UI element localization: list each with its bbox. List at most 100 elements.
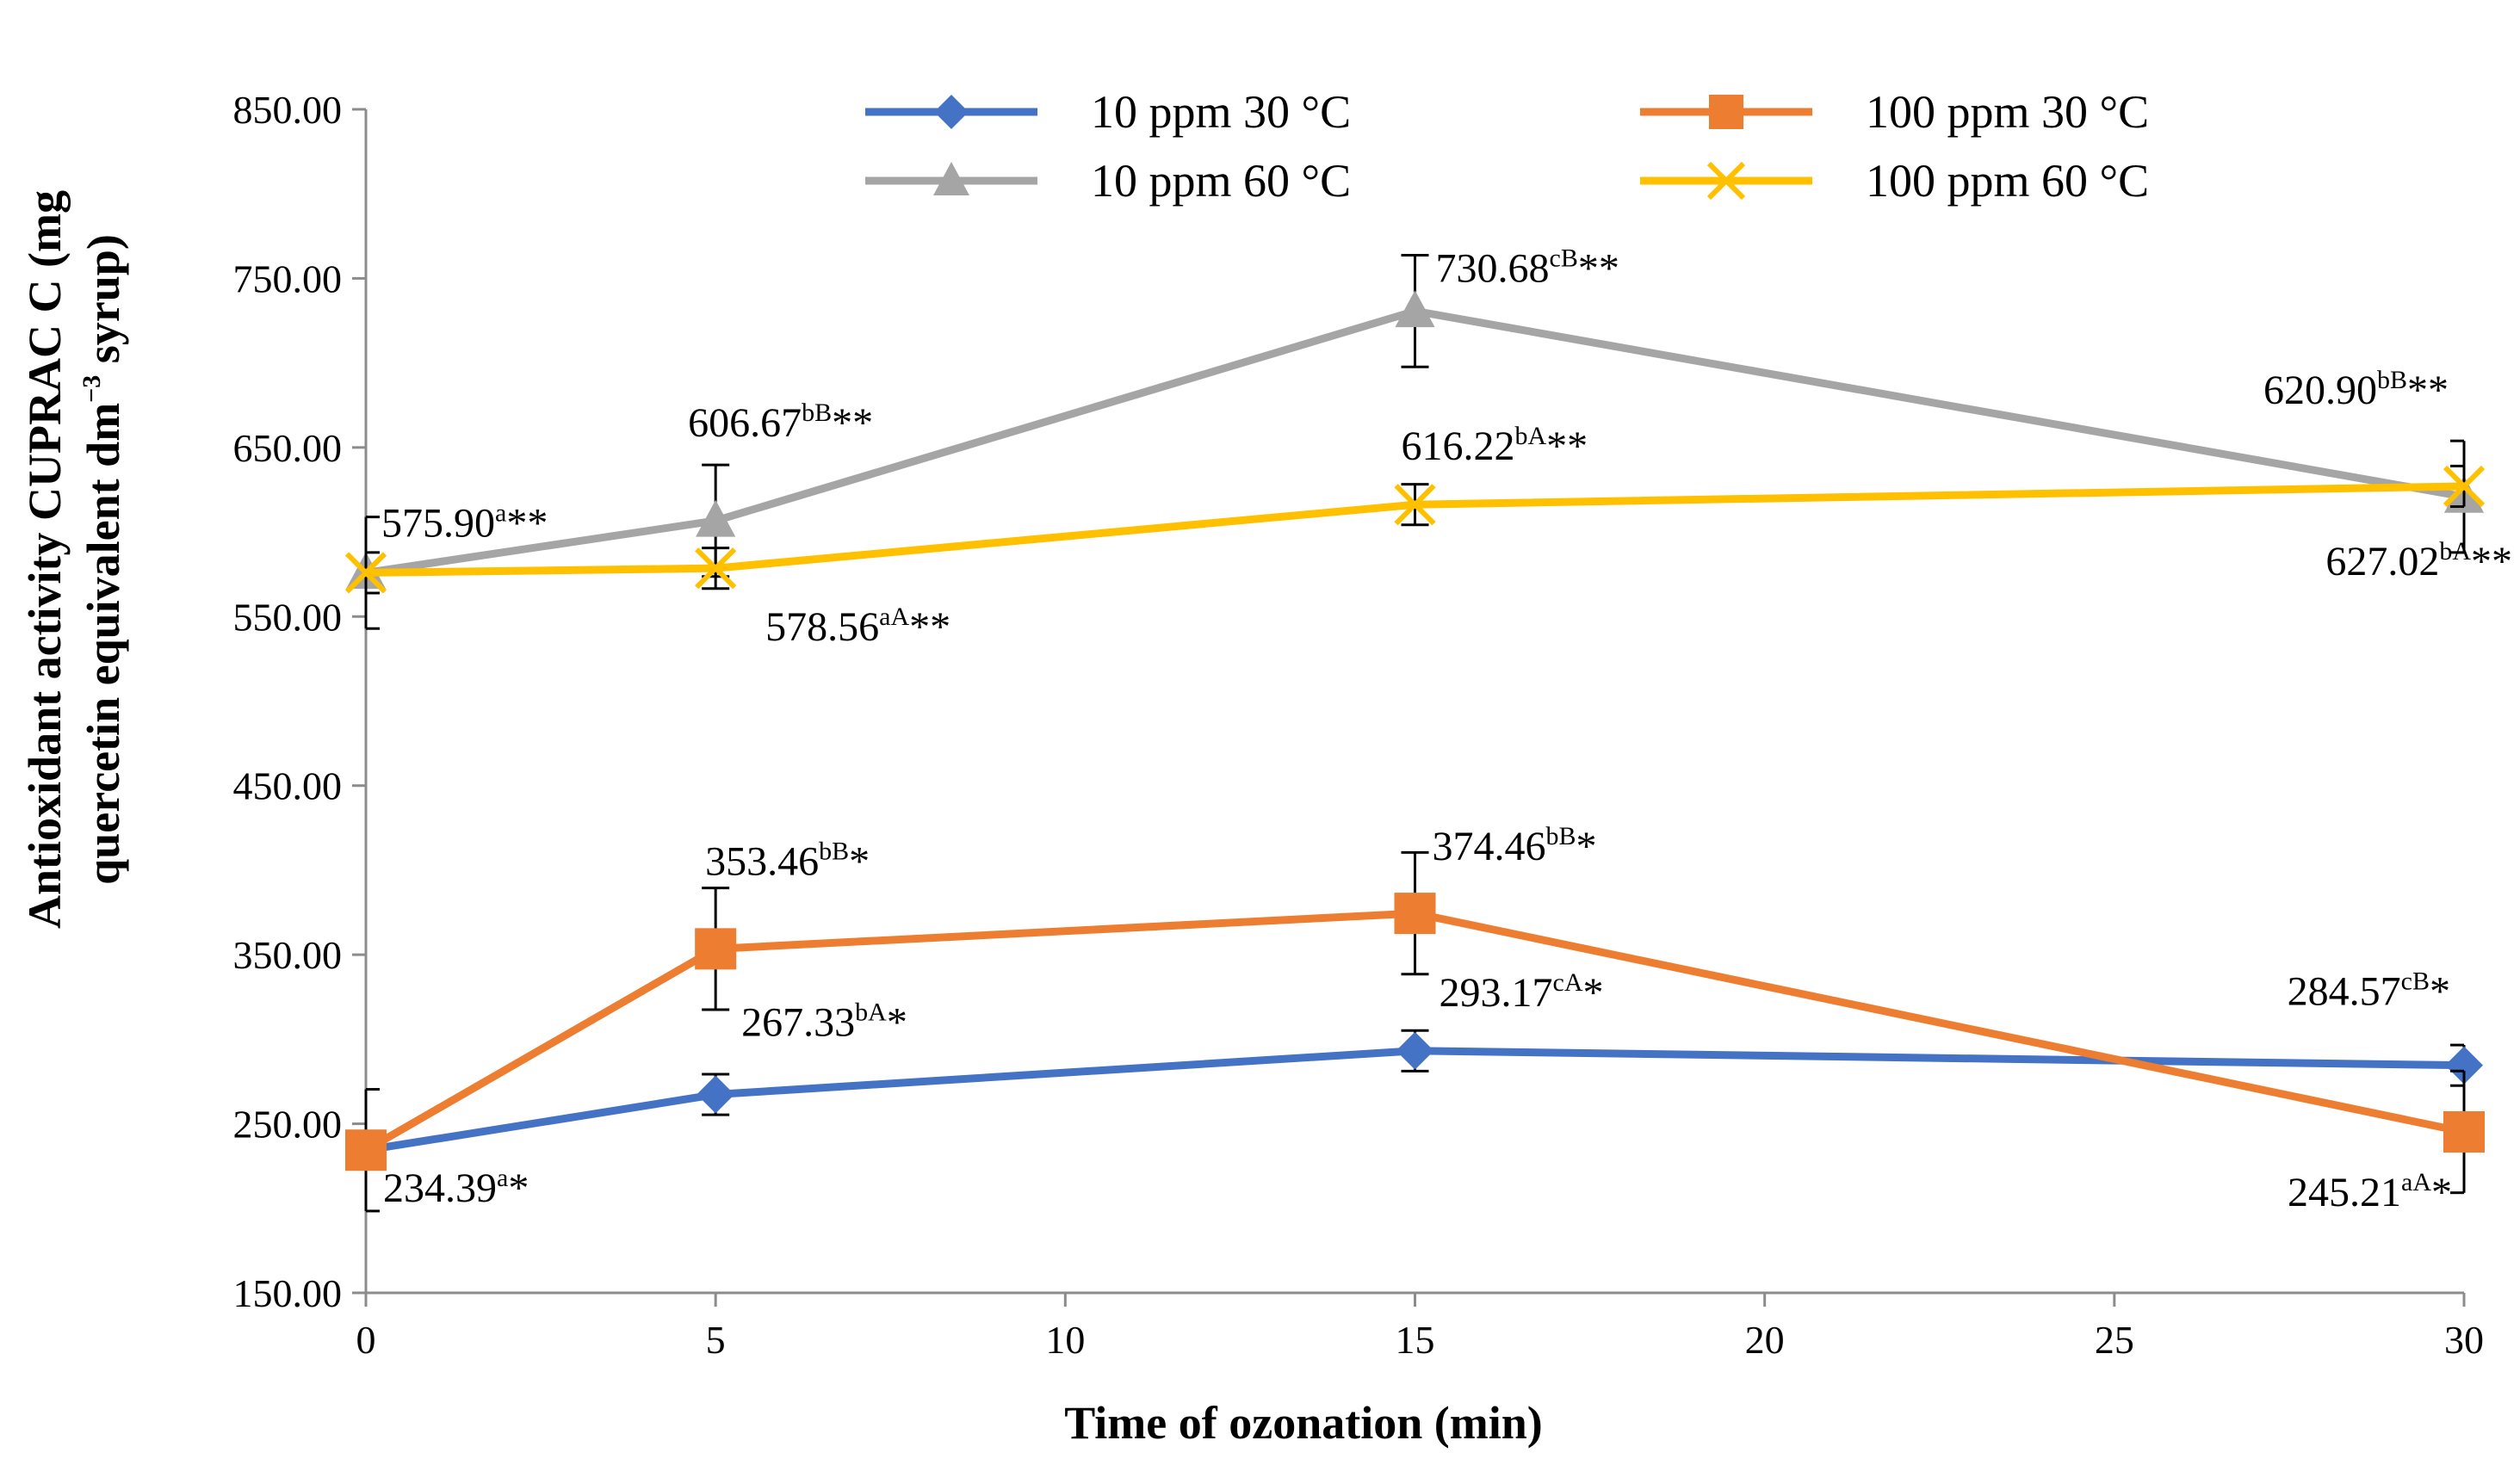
data-labels: 234.39a*267.33bA*293.17cA* 284.57cB*353.4…	[381, 244, 2512, 1215]
y-tick-label: 750.00	[233, 257, 343, 300]
triangle-marker	[933, 162, 969, 195]
data-label-stars: **	[1546, 423, 1588, 469]
x-tick-label: 25	[2095, 1318, 2134, 1362]
legend-entry: 10 ppm 30 °C	[865, 86, 1351, 138]
data-label: 606.67bB**	[688, 399, 873, 446]
data-label-value: 578.56	[765, 604, 879, 650]
data-label-value: 374.46	[1433, 824, 1546, 869]
data-label-stars: *	[508, 1165, 529, 1211]
x-tick-label: 10	[1045, 1318, 1085, 1362]
y-tick-label: 450.00	[233, 764, 343, 808]
x-marker	[344, 552, 387, 594]
x-axis-title: Time of ozonation (min)	[1064, 1397, 1542, 1449]
x-marker	[1394, 484, 1436, 526]
x-marker	[695, 547, 737, 590]
data-label-value: 245.21	[2288, 1170, 2401, 1215]
y-axis-title: Antioxidant activity CUPRAC C (mg querce…	[19, 190, 129, 929]
square-marker	[695, 928, 737, 970]
data-label-stars: **	[1578, 245, 1619, 291]
tick-labels: 150.00 250.00 350.00 450.00 550.00 650.00 750.…	[233, 88, 2485, 1362]
data-label-stars: **	[2471, 539, 2512, 584]
data-label-letters: a	[495, 498, 506, 527]
square-marker	[2443, 1110, 2485, 1153]
y-axis-title-line1: Antioxidant activity CUPRAC C (mg	[19, 190, 71, 929]
legend-entry: 10 ppm 60 °C	[865, 155, 1351, 207]
data-label-value: 575.90	[381, 500, 495, 546]
data-label-stars: *	[887, 1000, 907, 1046]
diamond-marker	[1396, 1031, 1434, 1070]
data-label-value: 620.90	[2263, 368, 2377, 413]
x-marker-stroke	[1394, 484, 1436, 526]
x-marker	[1706, 161, 1746, 201]
data-label-stars: *	[849, 838, 870, 884]
data-label-letters: aA	[2401, 1168, 2431, 1196]
y-tick-label: 350.00	[233, 933, 343, 977]
legend-entry: 100 ppm 30 °C	[1640, 86, 2149, 138]
legend-label: 100 ppm 60 °C	[1866, 155, 2149, 207]
data-label: 620.90bB**	[2263, 366, 2449, 413]
data-label-letters: a	[497, 1164, 508, 1192]
series-line	[363, 909, 2465, 1154]
data-label: 267.33bA*	[741, 998, 907, 1046]
data-label-letters: cB	[1550, 244, 1578, 272]
data-label-value: 627.02	[2325, 539, 2439, 584]
x-marker-stroke	[344, 552, 387, 594]
data-label-stars: **	[2407, 368, 2449, 413]
x-tick-label: 30	[2444, 1318, 2484, 1362]
data-label-stars: **	[506, 500, 548, 546]
x-tick-label: 15	[1396, 1318, 1435, 1362]
y-tick-label: 650.00	[233, 426, 343, 470]
y-tick-label: 550.00	[233, 595, 343, 639]
data-label: 353.46bB*	[705, 837, 870, 884]
series-100-ppm-60-c	[344, 464, 2486, 595]
diamond-marker	[934, 95, 969, 129]
data-label-letters: cA	[1553, 968, 1583, 997]
axes	[352, 108, 2466, 1307]
data-label-letters: bB	[2377, 366, 2407, 394]
legend-label: 10 ppm 30 °C	[1091, 86, 1351, 138]
data-label-letters: bA	[855, 998, 887, 1027]
data-label-stars: *	[1582, 970, 1603, 1016]
x-tick-label: 5	[706, 1318, 726, 1362]
legend: 10 ppm 30 °C 100 ppm 30 °C 10 ppm 60 °C 100…	[865, 86, 2149, 207]
data-label: 293.17cA*	[1440, 968, 1604, 1016]
data-label-stars: *	[2431, 1170, 2452, 1215]
data-label-letters: bA	[2439, 537, 2471, 566]
legend-entry: 100 ppm 60 °C	[1640, 155, 2149, 207]
data-label-letters: aA	[879, 603, 909, 631]
series-10-ppm-30-c	[347, 1029, 2483, 1170]
data-label-value: 616.22	[1402, 423, 1515, 469]
series-line	[365, 306, 2465, 577]
data-label-value: 234.39	[383, 1165, 497, 1211]
data-label-letters: bA	[1515, 422, 1547, 450]
data-label: 575.90a**	[381, 498, 548, 546]
data-label-letters: bB	[1546, 822, 1576, 850]
square-marker	[1394, 893, 1436, 935]
x-marker-stroke	[1706, 161, 1746, 201]
square-marker	[1709, 95, 1743, 129]
data-label-letters: bB	[819, 837, 849, 865]
y-tick-label: 250.00	[233, 1103, 343, 1147]
x-tick-label: 0	[356, 1318, 376, 1362]
series-100-ppm-30-c	[345, 850, 2485, 1213]
data-label-value: 284.57	[2288, 969, 2401, 1015]
data-label-stars: *	[2430, 969, 2450, 1015]
data-label-stars: **	[832, 400, 873, 446]
data-label-letters: cB	[2401, 967, 2430, 996]
data-label: 627.02bA**	[2325, 537, 2512, 584]
square-marker	[345, 1129, 387, 1171]
data-label: 234.39a*	[383, 1164, 529, 1211]
y-tick-label: 850.00	[233, 88, 343, 132]
y-axis-title-line2: quercetin equivalent dm−3 syrup)	[77, 234, 129, 885]
x-marker	[2443, 465, 2486, 508]
data-label-stars: **	[909, 604, 950, 650]
data-label-value: 293.17	[1440, 970, 1553, 1016]
data-label-letters: bB	[802, 399, 832, 427]
x-marker-stroke	[695, 547, 737, 590]
data-label-value: 730.68	[1436, 245, 1550, 291]
data-label: 578.56aA**	[765, 603, 950, 650]
data-label: 245.21aA*	[2288, 1168, 2452, 1215]
triangle-marker	[696, 499, 736, 537]
data-label: 374.46bB*	[1433, 822, 1597, 869]
